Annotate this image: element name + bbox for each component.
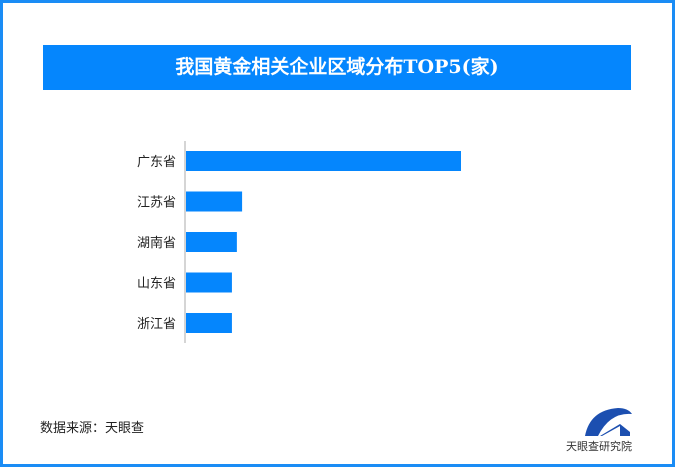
chart-title: 我国黄金相关企业区域分布TOP5(家): [43, 45, 631, 90]
tianyancha-logo-icon: [585, 408, 632, 436]
category-label: 浙江省: [137, 317, 176, 332]
category-label: 江苏省: [137, 195, 176, 211]
category-label: 湖南省: [137, 235, 176, 251]
bar: [186, 272, 232, 293]
category-label: 山东省: [137, 277, 176, 292]
category-label: 广东省: [137, 155, 176, 170]
bar: [186, 191, 243, 212]
bar: [186, 313, 232, 333]
data-source: 数据来源：天眼查: [40, 421, 145, 436]
bar: [186, 232, 237, 252]
logo-text: 天眼查研究院: [566, 440, 632, 453]
bar: [186, 151, 461, 171]
